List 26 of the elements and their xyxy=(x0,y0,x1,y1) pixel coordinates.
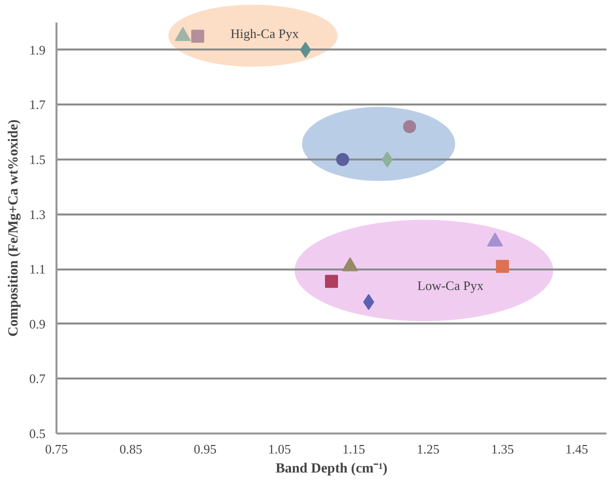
point xyxy=(191,30,204,43)
point xyxy=(496,260,509,273)
y-tick-label: 1.7 xyxy=(29,97,46,112)
x-tick-label: 1.25 xyxy=(416,442,440,456)
y-tick-label: 1.3 xyxy=(29,206,46,222)
y-tick-label: 1.5 xyxy=(29,152,46,167)
point xyxy=(336,153,350,166)
point xyxy=(403,120,416,134)
y-axis-title: Composition (Fe/Mg+Ca wt%oxide) xyxy=(6,119,22,337)
x-tick-label: 0.95 xyxy=(194,442,217,456)
x-tick-label: 1.15 xyxy=(342,442,366,456)
x-tick-label: 1.35 xyxy=(491,442,514,456)
point xyxy=(382,152,393,168)
y-tick-label: 0.9 xyxy=(29,316,46,332)
point xyxy=(325,274,338,288)
annotation: Low-Ca Pyx xyxy=(417,278,484,294)
y-tick-label: 0.7 xyxy=(29,371,46,386)
y-tick-label: 0.5 xyxy=(29,426,46,441)
x-tick-label: 0.85 xyxy=(119,442,142,456)
y-tick-label: 1.9 xyxy=(29,42,46,58)
x-tick-label: 0.75 xyxy=(45,442,68,456)
x-tick-label: 1.45 xyxy=(565,442,588,456)
x-axis-title: Band Depth (cm⁻¹) xyxy=(276,462,388,476)
x-tick-label: 1.05 xyxy=(268,442,291,456)
annotation: High-Ca Pyx xyxy=(230,26,300,41)
y-tick-label: 1.1 xyxy=(29,262,46,277)
